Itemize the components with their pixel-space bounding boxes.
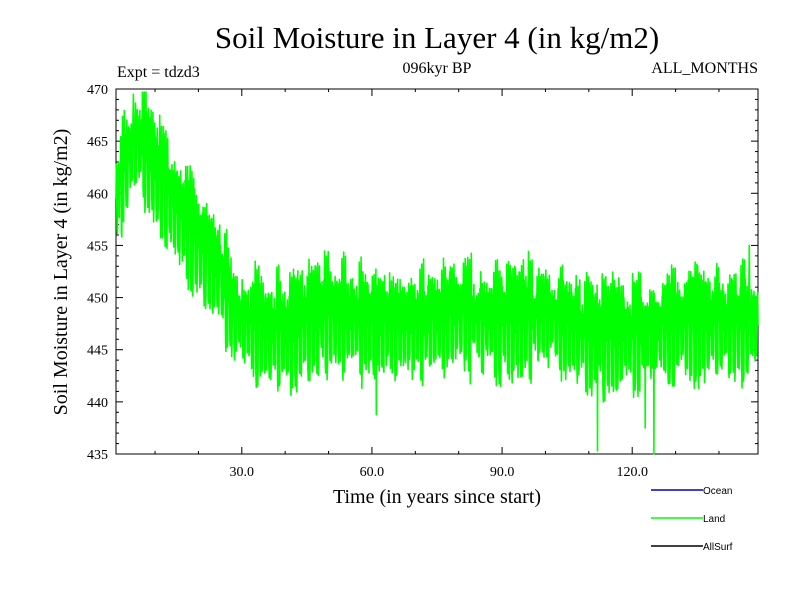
period-label: 096kyr BP [403, 60, 472, 77]
legend-label-allsurf: AllSurf [703, 542, 733, 553]
experiment-label: Expt = tdzd3 [117, 64, 200, 81]
x-axis-label: Time (in years since start) [333, 486, 541, 508]
x-tick-label: 60.0 [360, 465, 385, 480]
ticks-layer: 435 440 445 450 455 460 465 470 30.0 60.0 90.0 120.… [87, 83, 758, 480]
months-label: ALL_MONTHS [651, 60, 758, 77]
y-tick-label: 435 [87, 448, 108, 463]
y-tick-label: 440 [87, 396, 108, 411]
legend: Ocean Land AllSurf [651, 486, 733, 553]
y-tick-label: 455 [87, 239, 108, 254]
y-tick-label: 470 [87, 83, 108, 98]
x-tick-label: 90.0 [490, 465, 515, 480]
series-layer [115, 91, 759, 455]
legend-label-ocean: Ocean [703, 486, 732, 497]
y-axis-label: Soil Moisture in Layer 4 (in kg/m2) [50, 129, 72, 416]
chart-title: Soil Moisture in Layer 4 (in kg/m2) [215, 20, 659, 55]
y-tick-label: 465 [87, 135, 108, 150]
y-tick-label: 460 [87, 187, 108, 202]
y-tick-label: 450 [87, 292, 108, 307]
y-tick-label: 445 [87, 344, 108, 359]
x-tick-label: 120.0 [616, 465, 648, 480]
series-land-line [115, 91, 759, 455]
x-tick-label: 30.0 [230, 465, 255, 480]
legend-label-land: Land [703, 514, 725, 525]
plot-frame [115, 88, 759, 455]
